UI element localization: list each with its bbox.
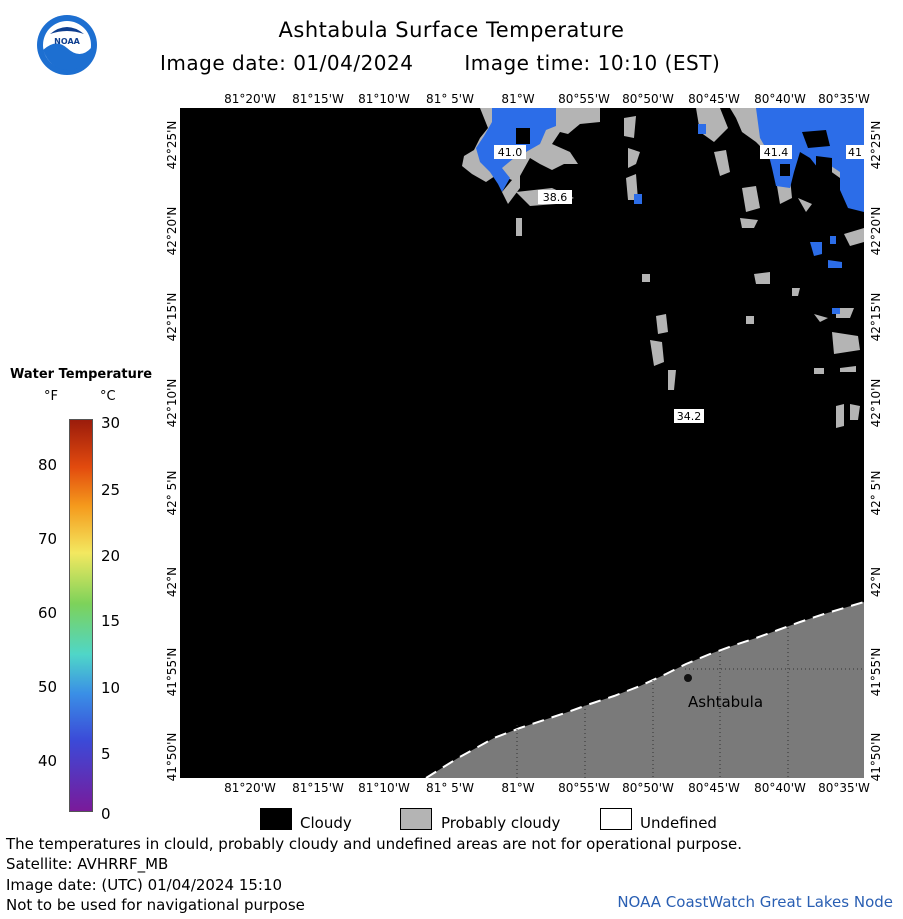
key-undefined-swatch	[600, 808, 632, 830]
temp-label-4: 41	[848, 146, 862, 159]
fahrenheit-tick: 60	[38, 604, 58, 622]
longitude-label: 80°35'W	[818, 781, 870, 795]
ashtabula-marker	[684, 674, 692, 682]
color-scale-bar	[69, 419, 93, 812]
longitude-label: 81° 5'W	[426, 92, 474, 106]
fahrenheit-tick: 70	[38, 530, 58, 548]
longitude-label: 80°55'W	[558, 92, 610, 106]
fahrenheit-tick: 80	[38, 456, 58, 474]
longitude-label: 81°15'W	[292, 92, 344, 106]
sst-map: 41.0 38.6 41.4 41 34.2 Ashtabula	[180, 108, 865, 779]
latitude-label: 42°20'N	[869, 206, 883, 256]
latitude-label: 42°15'N	[165, 292, 179, 342]
fahrenheit-tick: 50	[38, 678, 58, 696]
fahrenheit-tick: 40	[38, 752, 58, 770]
latitude-label: 42° 5'N	[165, 470, 179, 516]
image-date-time: Image date: 01/04/2024 Image time: 10:10…	[160, 51, 764, 75]
shoreline-undefined	[425, 601, 865, 779]
longitude-label: 80°50'W	[622, 92, 674, 106]
celsius-tick: 10	[101, 679, 121, 697]
latitude-label: 41°55'N	[165, 647, 179, 697]
latitude-label: 42°20'N	[165, 206, 179, 256]
temp-label-5: 34.2	[677, 410, 702, 423]
noaa-logo: NOAA	[36, 14, 98, 76]
latitude-label: 42°25'N	[165, 120, 179, 170]
longitude-label: 80°45'W	[688, 781, 740, 795]
image-date: Image date: 01/04/2024	[160, 51, 414, 75]
celsius-tick: 5	[101, 745, 111, 763]
longitude-label: 80°40'W	[754, 781, 806, 795]
page-title: Ashtabula Surface Temperature	[278, 18, 625, 42]
latitude-label: 42°25'N	[869, 120, 883, 170]
longitude-label: 81° 5'W	[426, 781, 474, 795]
footer-credit: NOAA CoastWatch Great Lakes Node	[617, 893, 893, 911]
celsius-tick: 20	[101, 547, 121, 565]
latitude-label: 42° 5'N	[869, 470, 883, 516]
unit-fahrenheit: °F	[44, 389, 58, 404]
celsius-tick: 0	[101, 805, 111, 823]
latitude-label: 41°50'N	[869, 732, 883, 782]
longitude-label: 80°45'W	[688, 92, 740, 106]
longitude-label: 81°W	[501, 92, 535, 106]
image-time: Image time: 10:10 (EST)	[464, 51, 721, 75]
longitude-label: 80°55'W	[558, 781, 610, 795]
longitude-label: 81°W	[501, 781, 535, 795]
celsius-tick: 25	[101, 481, 121, 499]
longitude-label: 81°10'W	[358, 781, 410, 795]
longitude-label: 81°10'W	[358, 92, 410, 106]
celsius-tick: 15	[101, 612, 121, 630]
longitude-label: 80°40'W	[754, 92, 806, 106]
key-probably-cloudy-label: Probably cloudy	[441, 814, 561, 832]
latitude-label: 42°10'N	[869, 378, 883, 428]
key-undefined-label: Undefined	[640, 814, 717, 832]
latitude-label: 42°10'N	[165, 378, 179, 428]
footer-navigation-note: Not to be used for navigational purpose	[6, 896, 305, 914]
latitude-label: 42°N	[165, 566, 179, 598]
celsius-tick: 30	[101, 414, 121, 432]
place-label: Ashtabula	[688, 693, 763, 711]
longitude-label: 80°35'W	[818, 92, 870, 106]
footer-disclaimer: The temperatures in clould, probably clo…	[6, 835, 743, 853]
footer-utc-date: Image date: (UTC) 01/04/2024 15:10	[6, 876, 283, 894]
longitude-label: 81°15'W	[292, 781, 344, 795]
longitude-label: 81°20'W	[224, 781, 276, 795]
footer-satellite: Satellite: AVHRRF_MB	[6, 855, 169, 873]
svg-text:NOAA: NOAA	[54, 37, 80, 46]
latitude-label: 42°N	[869, 566, 883, 598]
land-area	[426, 602, 864, 778]
longitude-label: 81°20'W	[224, 92, 276, 106]
latitude-label: 41°50'N	[165, 732, 179, 782]
key-cloudy-swatch	[260, 808, 292, 830]
legend-title: Water Temperature	[10, 367, 153, 382]
latitude-label: 42°15'N	[869, 292, 883, 342]
temp-label-2: 38.6	[543, 191, 568, 204]
temp-label-3: 41.4	[764, 146, 789, 159]
latitude-label: 41°55'N	[869, 647, 883, 697]
longitude-label: 80°50'W	[622, 781, 674, 795]
key-probably-cloudy-swatch	[400, 808, 432, 830]
unit-celsius: °C	[100, 389, 116, 404]
temp-label-1: 41.0	[498, 146, 523, 159]
key-cloudy-label: Cloudy	[300, 814, 352, 832]
